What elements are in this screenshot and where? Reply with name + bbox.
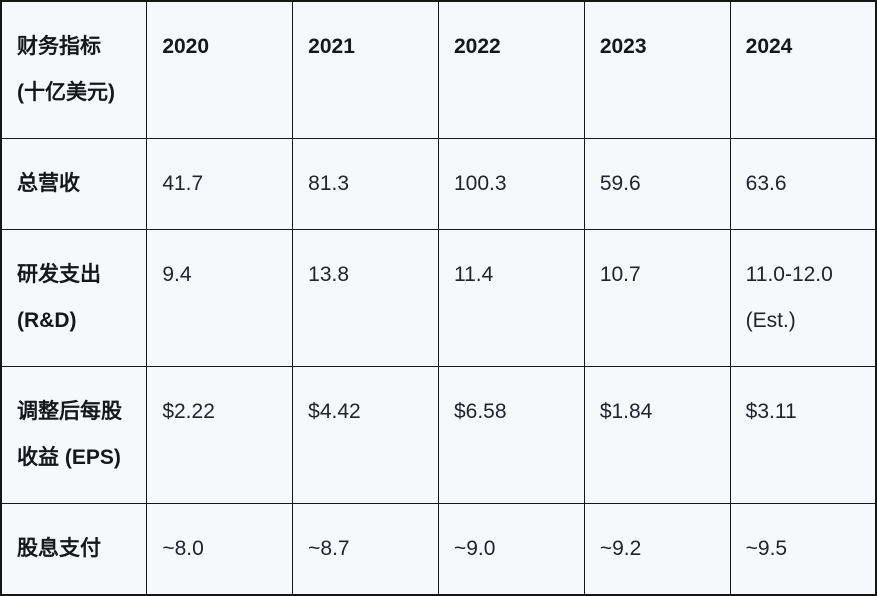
- table-row-dividend-payout: 股息支付 ~8.0 ~8.7 ~9.0 ~9.2 ~9.5: [0, 503, 877, 596]
- row-label-total-revenue: 总营收: [0, 138, 148, 230]
- table-row-rnd-spend: 研发支出 (R&D) 9.4 13.8 11.4 10.7 11.0-12.0 …: [0, 229, 877, 367]
- table-cell: 59.6: [583, 138, 731, 230]
- column-header-year-2020: 2020: [146, 0, 294, 139]
- table-cell: $6.58: [437, 366, 585, 504]
- table-cell: $3.11: [729, 366, 877, 504]
- table-cell: ~8.0: [146, 503, 294, 596]
- table-cell: $1.84: [583, 366, 731, 504]
- table-cell: 11.4: [437, 229, 585, 367]
- table-cell: 41.7: [146, 138, 294, 230]
- table-cell: 100.3: [437, 138, 585, 230]
- column-header-year-2024: 2024: [729, 0, 877, 139]
- column-header-year-2022: 2022: [437, 0, 585, 139]
- table-cell: $2.22: [146, 366, 294, 504]
- table-cell: 9.4: [146, 229, 294, 367]
- table-cell: 63.6: [729, 138, 877, 230]
- table-cell: $4.42: [292, 366, 439, 504]
- table-cell: 10.7: [583, 229, 731, 367]
- table-row-total-revenue: 总营收 41.7 81.3 100.3 59.6 63.6: [0, 138, 877, 230]
- column-header-year-2023: 2023: [583, 0, 731, 139]
- row-label-adjusted-eps: 调整后每股收益 (EPS): [0, 366, 148, 504]
- table-cell: ~9.0: [437, 503, 585, 596]
- table-header-row: 财务指标 (十亿美元) 2020 2021 2022 2023 2024: [0, 0, 877, 139]
- table-cell: 13.8: [292, 229, 439, 367]
- table-row-adjusted-eps: 调整后每股收益 (EPS) $2.22 $4.42 $6.58 $1.84 $3…: [0, 366, 877, 504]
- row-label-rnd-spend: 研发支出 (R&D): [0, 229, 148, 367]
- table-cell: 81.3: [292, 138, 439, 230]
- column-header-year-2021: 2021: [292, 0, 439, 139]
- table-cell: ~8.7: [292, 503, 439, 596]
- column-header-metric: 财务指标 (十亿美元): [0, 0, 148, 139]
- table-cell: 11.0-12.0 (Est.): [729, 229, 877, 367]
- table-cell: ~9.2: [583, 503, 731, 596]
- table-cell: ~9.5: [729, 503, 877, 596]
- row-label-dividend-payout: 股息支付: [0, 503, 148, 596]
